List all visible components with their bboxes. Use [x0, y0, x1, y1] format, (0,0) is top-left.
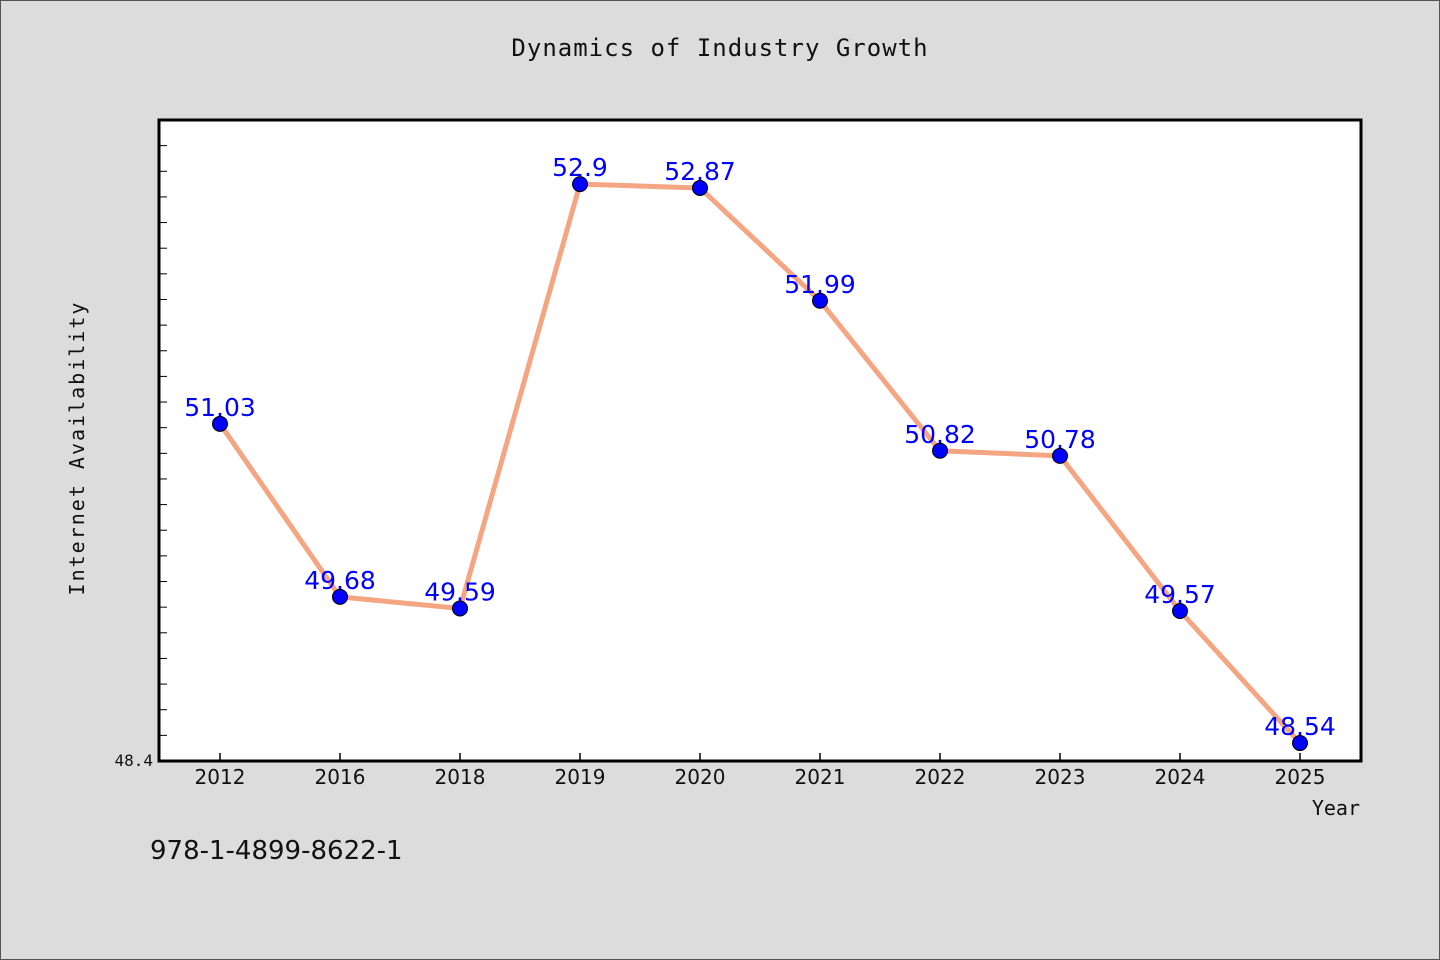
- x-ticks: 2012 2016 2018 2019 2020 2021 2022 2023 2024 2025: [195, 753, 1326, 789]
- chart-title: Dynamics of Industry Growth: [511, 34, 929, 62]
- data-point: [572, 176, 588, 193]
- x-tick-label: 2024: [1155, 765, 1206, 789]
- x-tick-label: 2022: [915, 765, 966, 789]
- data-point: [1052, 447, 1068, 464]
- x-tick-label: 2020: [675, 765, 726, 789]
- data-label: 50.82: [904, 420, 976, 449]
- data-label: 52.9: [552, 153, 608, 182]
- x-tick-label: 2023: [1035, 765, 1086, 789]
- x-tick-label: 2018: [435, 765, 486, 789]
- data-label: 51.03: [184, 393, 256, 422]
- y-tick-label: 48.4: [114, 751, 153, 770]
- x-tick-label: 2021: [795, 765, 846, 789]
- data-point: [212, 415, 228, 432]
- isbn-text: 978-1-4899-8622-1: [150, 836, 403, 866]
- series-line: [217, 181, 1302, 745]
- data-label: 49.57: [1144, 580, 1216, 609]
- data-label: 52.87: [664, 157, 736, 186]
- x-tick-label: 2025: [1275, 765, 1326, 789]
- x-tick-label: 2016: [315, 765, 366, 789]
- data-point: [1292, 735, 1308, 752]
- data-point: [932, 442, 948, 459]
- data-label: 51.99: [784, 270, 856, 299]
- data-labels: 51.03 49.68 49.59 52.9 52.87 51.99 50.82 50.78 4…: [184, 153, 1336, 741]
- x-axis-label: Year: [1311, 796, 1360, 820]
- data-point: [452, 600, 468, 617]
- data-point: [332, 588, 348, 605]
- data-label: 49.59: [424, 577, 496, 606]
- data-point: [812, 292, 828, 309]
- y-minor-ticks: [159, 119, 167, 736]
- data-point: [692, 179, 708, 196]
- data-label: 48.54: [1264, 712, 1336, 741]
- data-label: 49.68: [304, 566, 376, 595]
- x-tick-label: 2019: [555, 765, 606, 789]
- data-points: [212, 176, 1308, 752]
- data-point: [1172, 603, 1188, 620]
- x-tick-label: 2012: [195, 765, 246, 789]
- data-label: 50.78: [1024, 425, 1096, 454]
- plot-area: [157, 118, 1363, 763]
